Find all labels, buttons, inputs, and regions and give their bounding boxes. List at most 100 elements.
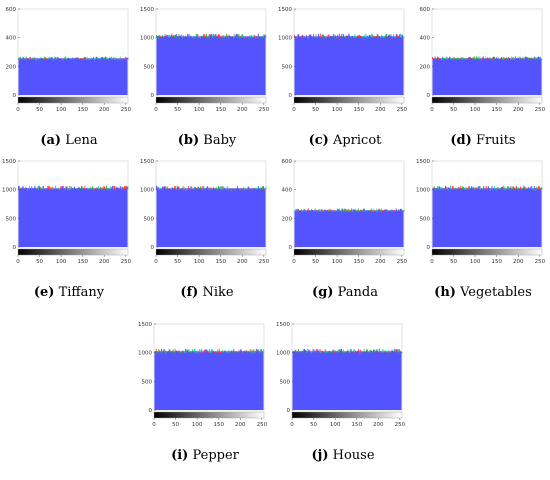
- x-tick-label: 100: [330, 422, 341, 428]
- grayscale-colorbar: [155, 248, 267, 256]
- histogram-bar: [438, 57, 439, 60]
- histogram-bar: [183, 189, 185, 191]
- histogram-bar: [371, 33, 373, 38]
- histogram-bar: [191, 349, 193, 353]
- histogram-bar: [300, 210, 301, 212]
- histogram-bar: [306, 210, 307, 212]
- histogram-bar: [175, 350, 177, 353]
- histogram-bar: [521, 58, 523, 60]
- histogram-bar: [199, 188, 201, 190]
- histogram-bar: [206, 37, 208, 39]
- histogram-bar: [18, 57, 19, 60]
- histogram-bar: [73, 187, 75, 190]
- histogram-bar: [399, 210, 401, 212]
- histogram-bar: [201, 37, 203, 39]
- histogram-bar: [334, 34, 336, 38]
- y-tick-label: 0: [289, 245, 293, 251]
- histogram-bar: [375, 349, 377, 353]
- histogram-body: [294, 36, 404, 95]
- histogram-bar: [243, 350, 245, 353]
- histogram-bar: [338, 208, 340, 212]
- histogram-bar: [435, 189, 437, 191]
- histogram-bar: [463, 58, 465, 60]
- histogram-bar: [462, 186, 464, 190]
- histogram-bar: [228, 189, 230, 191]
- histogram-bar: [301, 350, 303, 353]
- histogram-bar: [123, 58, 125, 60]
- histogram-bar: [49, 57, 51, 60]
- histogram-bar: [217, 188, 219, 190]
- histogram-bar: [507, 56, 509, 60]
- histogram-bar: [376, 350, 378, 353]
- histogram-bar: [192, 350, 194, 353]
- histogram-panel-fruits: 0 200 400 600 0 50 100 150 200 250 (d) Fruits: [418, 3, 548, 153]
- histogram-bar: [441, 58, 443, 60]
- histogram-bar: [293, 352, 295, 354]
- histogram-bar: [53, 187, 55, 190]
- x-tick-label: 0: [430, 107, 434, 113]
- histogram-bar: [227, 37, 229, 39]
- histogram-bar: [451, 57, 453, 60]
- histogram-bar: [164, 34, 166, 38]
- histogram-bar: [97, 58, 99, 60]
- x-tick-label: 100: [192, 422, 203, 428]
- histogram-bar: [215, 34, 217, 38]
- histogram-bar: [223, 35, 225, 38]
- histogram-bar: [364, 37, 366, 39]
- histogram-bar: [378, 36, 380, 38]
- histogram-bar: [328, 210, 330, 212]
- grayscale-colorbar: [17, 96, 129, 104]
- histogram-bar: [260, 35, 262, 38]
- histogram-bar: [51, 186, 53, 190]
- histogram-bar: [530, 186, 532, 190]
- histogram-bar: [116, 58, 118, 60]
- histogram-plot: 0 200 400 600 0 50 100 150 200 250: [282, 159, 408, 265]
- histogram-bar: [212, 187, 214, 190]
- histogram-bar: [313, 36, 315, 38]
- histogram-bar: [163, 350, 165, 353]
- histogram-bar: [214, 352, 216, 354]
- histogram-bar: [232, 189, 234, 191]
- histogram-bar: [72, 57, 74, 60]
- histogram-bar: [450, 187, 452, 190]
- histogram-bar: [225, 189, 227, 191]
- x-tick-label: 250: [257, 422, 268, 428]
- y-tick-label: 0: [151, 245, 155, 251]
- histogram-panel-lena: 0 200 400 600 0 50 100 150 200 250 (a) Lena: [4, 3, 134, 153]
- histogram-bar: [384, 350, 386, 353]
- histogram-bar: [208, 352, 210, 354]
- histogram-body: [18, 188, 128, 247]
- histogram-bar: [218, 187, 220, 190]
- histogram-bar: [499, 187, 501, 190]
- histogram-bar: [189, 352, 191, 354]
- histogram-bar: [122, 58, 124, 60]
- histogram-bar: [533, 185, 535, 190]
- histogram-bar: [264, 34, 266, 38]
- histogram-bar: [300, 209, 302, 212]
- histogram-plot: 0 500 1000 1500 0 50 100 150 200 250: [140, 159, 270, 265]
- histogram-bar: [521, 187, 523, 190]
- histogram-bar: [357, 208, 359, 212]
- histogram-bar: [522, 57, 524, 60]
- histogram-bar: [367, 210, 369, 212]
- histogram-bar: [387, 36, 389, 38]
- x-tick-label: 0: [154, 107, 158, 113]
- histogram-bar: [158, 34, 160, 38]
- histogram-bar: [225, 36, 226, 38]
- histogram-bar: [401, 210, 403, 212]
- histogram-bar: [194, 348, 196, 353]
- histogram-bar: [508, 186, 510, 190]
- y-tick-label: 600: [6, 7, 17, 13]
- histogram-bar: [214, 34, 216, 38]
- histogram-bar: [317, 210, 319, 212]
- x-tick-label: 50: [36, 259, 43, 265]
- histogram-bar: [215, 352, 217, 354]
- histogram-bar: [256, 36, 258, 38]
- y-tick-label: 500: [6, 216, 17, 222]
- x-tick-label: 200: [375, 259, 386, 265]
- histogram-bar: [221, 37, 223, 39]
- histogram-bar: [321, 350, 323, 353]
- histogram-bar: [296, 351, 298, 353]
- histogram-bar: [350, 37, 351, 39]
- histogram-bar: [83, 188, 85, 190]
